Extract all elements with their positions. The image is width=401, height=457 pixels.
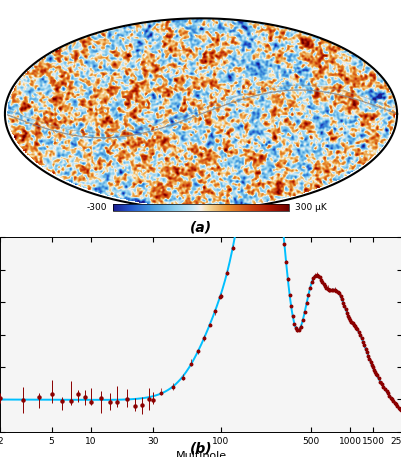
X-axis label: Multipole: Multipole (175, 451, 226, 457)
Text: -300: -300 (87, 203, 107, 212)
Text: (b): (b) (189, 442, 212, 456)
Text: 300 μK: 300 μK (294, 203, 326, 212)
Text: (a): (a) (189, 220, 212, 234)
